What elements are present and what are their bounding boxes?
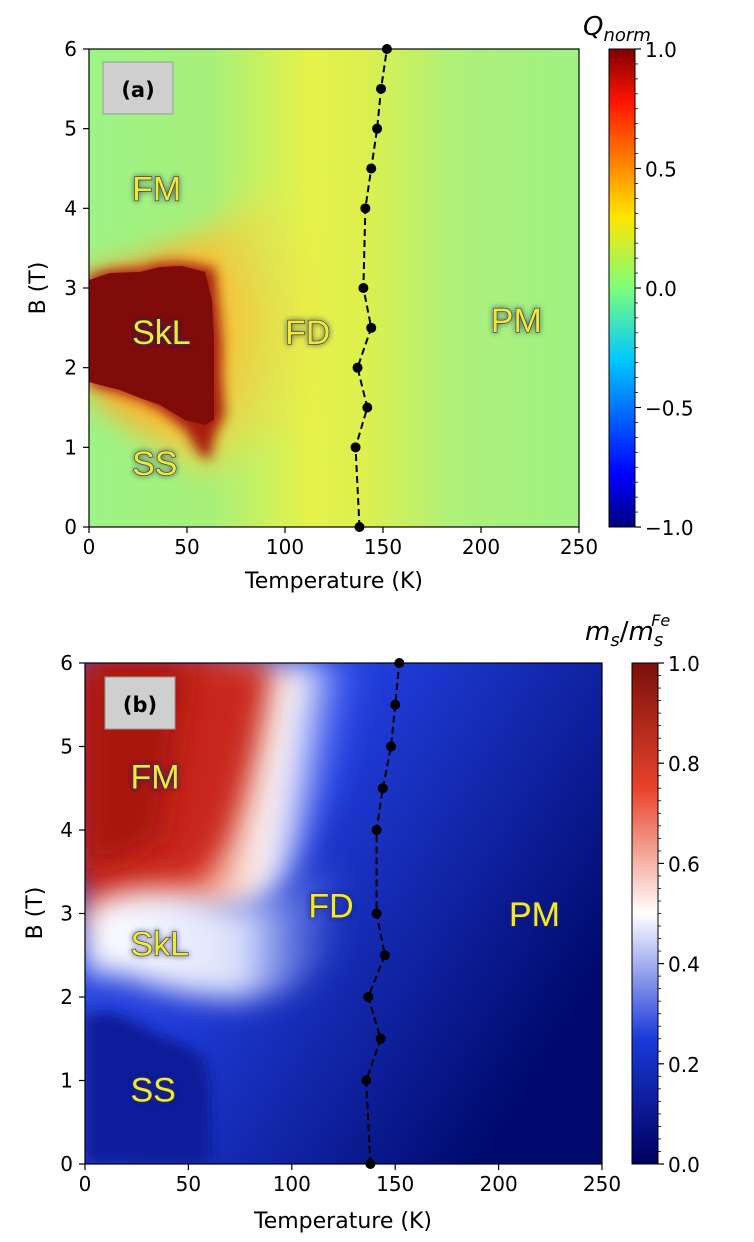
boundary-point-b <box>377 783 388 794</box>
ylabel-a: B (T) <box>26 262 51 315</box>
x-tick-label-b: 150 <box>376 1172 414 1196</box>
colorbar-tick-label-b: 0.6 <box>668 852 700 876</box>
boundary-point-b <box>390 699 401 710</box>
y-tick-label-a: 4 <box>64 196 77 220</box>
colorbar-tick-label-b: 0.2 <box>668 1053 700 1077</box>
colorbar-tick-label-b: 1.0 <box>668 652 700 676</box>
colorbar-a-title: Qnorm <box>583 12 651 46</box>
x-tick-label-a: 200 <box>462 535 500 559</box>
y-tick-label-b: 3 <box>60 902 73 926</box>
colorbar-tick-label-b: 0.8 <box>668 752 700 776</box>
region-label-fm-b: FM <box>130 758 179 796</box>
colorbar-tick-label-a: −1.0 <box>645 516 694 540</box>
region-label-skl-b: SkL <box>130 925 189 963</box>
y-tick-label-a: 1 <box>64 435 77 459</box>
region-label-ss-a: SS <box>132 445 177 483</box>
boundary-polyline-b <box>365 662 401 1165</box>
region-labels-b: FM SkL FD PM SS <box>130 758 561 1110</box>
x-tick-label-b: 50 <box>176 1172 201 1196</box>
colorbar-tick-label-a: 0.0 <box>645 277 677 301</box>
x-tick-label-a: 0 <box>83 535 96 559</box>
ticks-a: 0 50 100 150 200 250 0 1 2 3 4 5 6 <box>64 37 598 559</box>
y-tick-label-b: 2 <box>60 985 73 1009</box>
region-label-pm-a: PM <box>491 302 542 340</box>
xlabel-a: Temperature (K) <box>244 569 423 594</box>
xlabel-b: Temperature (K) <box>253 1209 432 1234</box>
panel-b-tag: (b) <box>123 693 157 717</box>
region-label-fd-b: FD <box>308 888 353 926</box>
panel-a-tag-box <box>102 61 174 115</box>
heatmap-b-ss-region <box>85 1012 210 1164</box>
region-label-pm-b: PM <box>509 896 560 934</box>
x-tick-label-a: 100 <box>266 535 304 559</box>
boundary-polyline-a <box>354 48 388 528</box>
colorbar-tick-label-b: 0.4 <box>668 953 700 977</box>
x-tick-label-a: 150 <box>364 535 402 559</box>
y-tick-label-b: 1 <box>60 1069 73 1093</box>
y-tick-label-a: 5 <box>64 117 77 141</box>
region-label-fd-a: FD <box>285 314 330 352</box>
colorbar-b-title: ms/msFe <box>585 611 670 651</box>
colorbar-b <box>631 662 659 1165</box>
x-tick-label-a: 250 <box>560 535 598 559</box>
colorbar-tick-label-a: 0.5 <box>645 158 677 182</box>
x-tick-label-b: 250 <box>583 1172 621 1196</box>
x-tick-label-b: 100 <box>273 1172 311 1196</box>
colorbar-a <box>608 48 636 528</box>
colorbar-tick-label-a: 1.0 <box>645 38 677 62</box>
region-label-skl-a: SkL <box>132 314 191 352</box>
boundary-point-b <box>379 950 390 961</box>
colorbar-a-ticks: 1.0 0.5 0.0 −0.5 −1.0 <box>635 38 694 540</box>
y-tick-label-a: 0 <box>64 515 77 539</box>
region-label-ss-b: SS <box>130 1071 175 1109</box>
x-tick-label-b: 0 <box>79 1172 92 1196</box>
heatmap-a-skl-region <box>89 266 214 425</box>
boundary-point-a <box>372 123 383 134</box>
y-tick-label-a: 6 <box>64 37 77 61</box>
x-tick-label-a: 50 <box>174 535 199 559</box>
region-label-fm-a: FM <box>132 170 181 208</box>
y-tick-label-a: 2 <box>64 356 77 380</box>
region-labels-a: FM SkL FD PM SS <box>132 170 543 484</box>
heatmap-a <box>89 49 579 527</box>
ylabel-b: B (T) <box>23 887 48 940</box>
panel-b-tag-box <box>104 676 176 730</box>
y-tick-label-b: 0 <box>60 1152 73 1176</box>
boundary-point-b <box>386 741 397 752</box>
panel-b: 0 50 100 150 200 250 0 1 2 3 4 5 6 FM SkL FD PM SS (b) T… <box>23 611 700 1234</box>
panel-a-tag: (a) <box>121 78 154 102</box>
colorbar-b-ticks: 1.0 0.8 0.6 0.4 0.2 0.0 <box>658 652 700 1177</box>
y-tick-label-b: 4 <box>60 818 73 842</box>
y-tick-label-b: 5 <box>60 735 73 759</box>
x-tick-label-b: 200 <box>480 1172 518 1196</box>
y-tick-label-a: 3 <box>64 276 77 300</box>
heatmap-b-skl-band <box>85 860 345 1000</box>
boundary-point-a <box>352 362 363 373</box>
panel-a: 0 50 100 150 200 250 0 1 2 3 4 5 6 FM SkL FD PM SS (a) T… <box>26 12 694 594</box>
colorbar-tick-label-a: −0.5 <box>645 397 694 421</box>
ticks-b: 0 50 100 150 200 250 0 1 2 3 4 5 6 <box>60 651 621 1196</box>
y-tick-label-b: 6 <box>60 651 73 675</box>
colorbar-tick-label-b: 0.0 <box>668 1153 700 1177</box>
